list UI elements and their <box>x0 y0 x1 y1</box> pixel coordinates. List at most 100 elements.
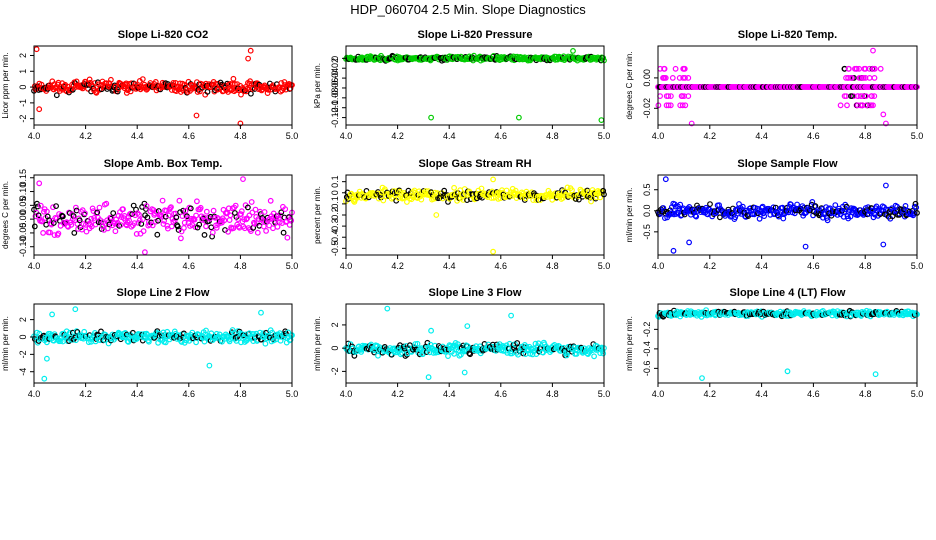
y-tick-label: -0.1 <box>330 196 340 212</box>
y-axis-label: Licor ppm per min. <box>1 52 10 118</box>
data-point <box>154 231 161 238</box>
panel-9: Slope Line 4 (LT) Flow ml/min per min. 4.0… <box>625 287 923 399</box>
data-point <box>170 79 177 86</box>
data-point <box>414 340 421 347</box>
data-point <box>573 351 580 357</box>
data-point <box>259 214 266 221</box>
data-point <box>860 74 867 81</box>
outlier-point <box>490 176 497 183</box>
y-tick-label: -0.05 <box>18 223 28 244</box>
x-tick-label: 5.0 <box>911 131 924 141</box>
data-point <box>174 223 181 230</box>
data-point <box>275 212 282 219</box>
y-tick-label: -0.2 <box>330 207 340 223</box>
outlier-point <box>206 362 213 369</box>
x-tick-label: 4.0 <box>340 261 353 271</box>
data-point <box>208 330 215 337</box>
data-point <box>55 230 62 237</box>
data-point <box>717 214 723 221</box>
x-tick-label: 5.0 <box>286 261 299 271</box>
data-point <box>176 197 183 204</box>
x-tick-label: 4.0 <box>652 261 665 271</box>
outlier-point <box>686 239 692 246</box>
data-point <box>96 204 103 211</box>
data-point <box>260 217 267 224</box>
outlier-point <box>670 247 677 254</box>
data-point <box>267 197 274 204</box>
data-point <box>210 207 217 214</box>
data-point <box>660 74 666 81</box>
data-point <box>71 229 78 236</box>
data-point <box>680 65 687 72</box>
data-point <box>827 205 833 212</box>
y-tick-label: 2 <box>330 322 340 327</box>
outlier-point <box>428 327 435 334</box>
data-point <box>173 214 180 221</box>
data-point <box>107 76 114 83</box>
data-point <box>110 210 117 217</box>
x-tick-label: 4.8 <box>234 261 247 271</box>
data-point <box>235 216 241 223</box>
data-point <box>86 76 93 83</box>
y-tick-label: 0.00 <box>642 69 652 87</box>
data-point <box>426 192 433 199</box>
panel-title: Slope Line 3 Flow <box>429 287 522 299</box>
data-point <box>78 226 85 233</box>
data-point <box>845 74 851 81</box>
data-point <box>663 102 670 109</box>
data-point <box>849 74 855 81</box>
data-point <box>245 86 252 93</box>
data-point <box>180 224 187 231</box>
data-point <box>278 209 285 216</box>
outlier-point <box>33 46 40 53</box>
data-point <box>180 207 187 214</box>
data-point <box>83 228 90 235</box>
data-point <box>201 231 208 238</box>
y-tick-label: -0.02 <box>642 98 652 119</box>
data-point <box>682 102 689 109</box>
data-point <box>53 92 60 99</box>
data-point <box>848 93 854 99</box>
x-tick-label: 4.6 <box>183 389 196 399</box>
data-point <box>756 215 763 222</box>
y-tick-label: -0.02 <box>330 58 340 79</box>
x-tick-label: 4.4 <box>755 389 768 399</box>
data-point <box>761 213 768 220</box>
y-axis-label: degrees C per min. <box>1 181 10 249</box>
data-point <box>843 74 849 81</box>
data-point <box>263 329 270 336</box>
data-point <box>862 74 869 81</box>
panel-4: Slope Amb. Box Temp. degrees C per min. 4.… <box>1 158 298 271</box>
data-point <box>660 205 667 211</box>
data-point <box>380 197 387 204</box>
data-point <box>47 229 53 236</box>
data-point <box>770 204 777 211</box>
data-point <box>126 217 133 224</box>
data-point <box>221 217 228 224</box>
outlier-point <box>516 114 522 121</box>
plot-frame <box>657 45 918 126</box>
y-tick-label: 0.10 <box>18 183 28 201</box>
data-point <box>193 212 200 219</box>
x-tick-label: 4.0 <box>340 131 353 141</box>
y-tick-label: -2 <box>18 115 28 123</box>
x-tick-label: 4.4 <box>443 261 456 271</box>
x-tick-label: 4.2 <box>391 131 404 141</box>
y-tick-label: -0.12 <box>330 107 340 128</box>
data-point <box>274 223 281 230</box>
data-point <box>37 202 44 209</box>
outlier-point <box>880 241 887 248</box>
y-tick-label: -0.2 <box>642 322 652 338</box>
y-axis-label: degrees C per min. <box>625 51 634 119</box>
panel-title: Slope Li-820 CO2 <box>118 29 208 41</box>
data-point <box>739 203 746 210</box>
data-point <box>229 327 236 333</box>
x-tick-label: 4.2 <box>704 261 717 271</box>
data-point <box>678 93 685 99</box>
data-point <box>41 208 47 215</box>
data-point <box>902 202 909 209</box>
x-tick-label: 5.0 <box>911 389 924 399</box>
panel-title: Slope Li-820 Temp. <box>738 29 837 41</box>
data-point <box>869 205 875 212</box>
data-point <box>276 215 283 222</box>
